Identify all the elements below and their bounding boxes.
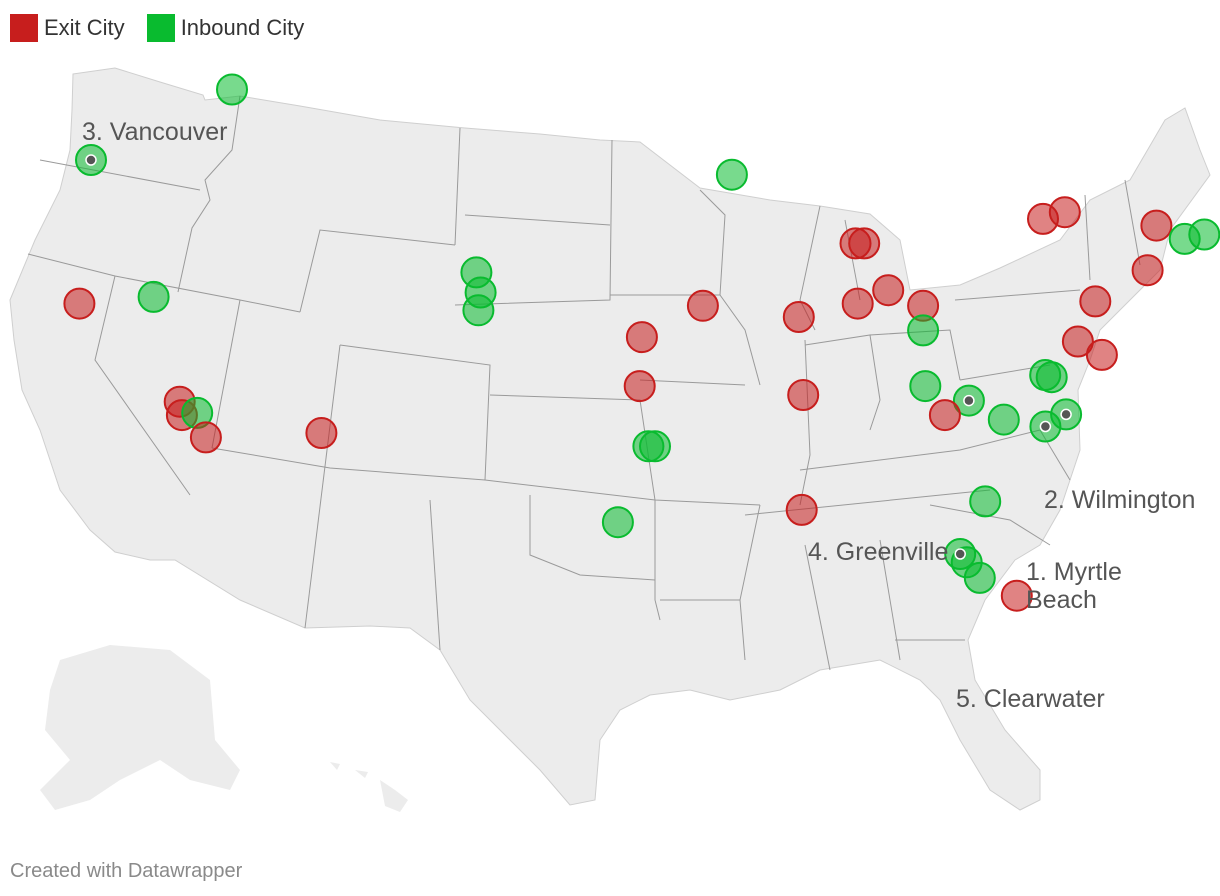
exit-city-marker[interactable]	[841, 287, 874, 320]
inbound-city-marker[interactable]	[639, 430, 671, 463]
city-markers	[63, 73, 1220, 612]
exit-city-marker[interactable]	[686, 289, 719, 322]
exit-city-marker[interactable]	[787, 379, 820, 411]
exit-city-marker[interactable]	[1140, 209, 1173, 242]
exit-city-marker[interactable]	[1000, 579, 1033, 612]
label-myrtle-beach-line1: 1. Myrtle	[1026, 558, 1122, 586]
inbound-swatch	[146, 14, 175, 42]
inbound-city-marker[interactable]	[1029, 359, 1062, 391]
exit-city-marker[interactable]	[782, 301, 815, 333]
inbound-city-marker[interactable]	[909, 370, 942, 403]
exit-swatch	[10, 14, 38, 42]
label-myrtle-beach-line2: Beach	[1026, 586, 1097, 614]
legend: Exit City Inbound City	[10, 14, 304, 42]
inbound-city-marker[interactable]	[987, 403, 1020, 436]
city-label-dot	[963, 394, 975, 407]
mainland-shape	[9, 67, 1211, 811]
exit-city-marker[interactable]	[872, 274, 905, 307]
inbound-city-marker[interactable]	[216, 73, 248, 106]
exit-city-marker[interactable]	[623, 370, 656, 403]
city-labels: 3. Vancouver 2. Wilmington 4. Greenville…	[82, 118, 1195, 713]
hawaii-shape	[330, 762, 408, 812]
legend-inbound-label: Inbound City	[180, 15, 305, 40]
inbound-city-marker[interactable]	[963, 561, 996, 594]
exit-city-marker[interactable]	[189, 421, 222, 454]
exit-city-marker[interactable]	[1085, 338, 1118, 371]
exit-city-marker[interactable]	[848, 227, 881, 260]
inbound-city-marker[interactable]	[137, 280, 170, 313]
exit-city-marker[interactable]	[1131, 254, 1164, 287]
credit-text[interactable]: Created with Datawrapper	[10, 860, 243, 882]
exit-city-marker[interactable]	[928, 399, 961, 432]
inbound-city-marker[interactable]	[715, 158, 748, 191]
inbound-city-marker[interactable]	[601, 506, 634, 539]
exit-city-marker[interactable]	[1079, 285, 1112, 318]
exit-city-marker[interactable]	[305, 417, 338, 449]
exit-city-marker[interactable]	[1061, 325, 1094, 358]
exit-city-marker[interactable]	[1048, 196, 1081, 229]
city-label-dot	[85, 154, 97, 166]
label-greenville: 4. Greenville	[808, 538, 948, 566]
inbound-city-marker[interactable]	[907, 314, 940, 347]
inbound-city-marker[interactable]	[969, 485, 1002, 518]
alaska-shape	[40, 645, 240, 810]
city-label-dot	[954, 548, 966, 560]
exit-city-marker[interactable]	[625, 321, 658, 354]
legend-exit: Exit City	[10, 14, 125, 42]
states-layer	[9, 67, 1211, 812]
label-dots	[85, 154, 1072, 560]
inbound-city-marker[interactable]	[1188, 218, 1220, 251]
inbound-city-marker[interactable]	[462, 294, 495, 327]
label-vancouver: 3. Vancouver	[82, 118, 227, 146]
exit-city-marker[interactable]	[63, 287, 96, 320]
city-label-dot	[1060, 408, 1072, 421]
exit-city-marker[interactable]	[785, 493, 818, 526]
legend-exit-label: Exit City	[44, 15, 125, 40]
label-wilmington: 2. Wilmington	[1044, 486, 1195, 514]
label-clearwater: 5. Clearwater	[956, 685, 1105, 713]
city-label-dot	[1039, 420, 1052, 433]
legend-inbound: Inbound City	[146, 14, 305, 42]
